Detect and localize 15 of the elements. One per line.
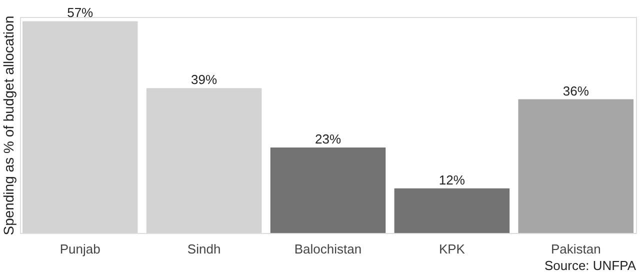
data-label: 12% (438, 172, 466, 188)
x-tick-label: Balochistan (294, 242, 362, 256)
data-label: 39% (191, 72, 218, 88)
data-label: 36% (562, 83, 590, 98)
bar (518, 99, 634, 233)
x-tick-label: Sindh (187, 242, 221, 256)
x-tick-label: KPK (438, 242, 466, 256)
bar (394, 188, 510, 233)
y-axis-title: Spending as % of budget allocation (0, 16, 16, 236)
x-tick-label: Punjab (60, 242, 100, 256)
x-tick-label: Pakistan (550, 242, 601, 256)
bar (270, 148, 386, 233)
data-label: 23% (314, 132, 342, 147)
data-label: 57% (67, 5, 94, 20)
source-note: Source: UNFPA (544, 258, 636, 273)
